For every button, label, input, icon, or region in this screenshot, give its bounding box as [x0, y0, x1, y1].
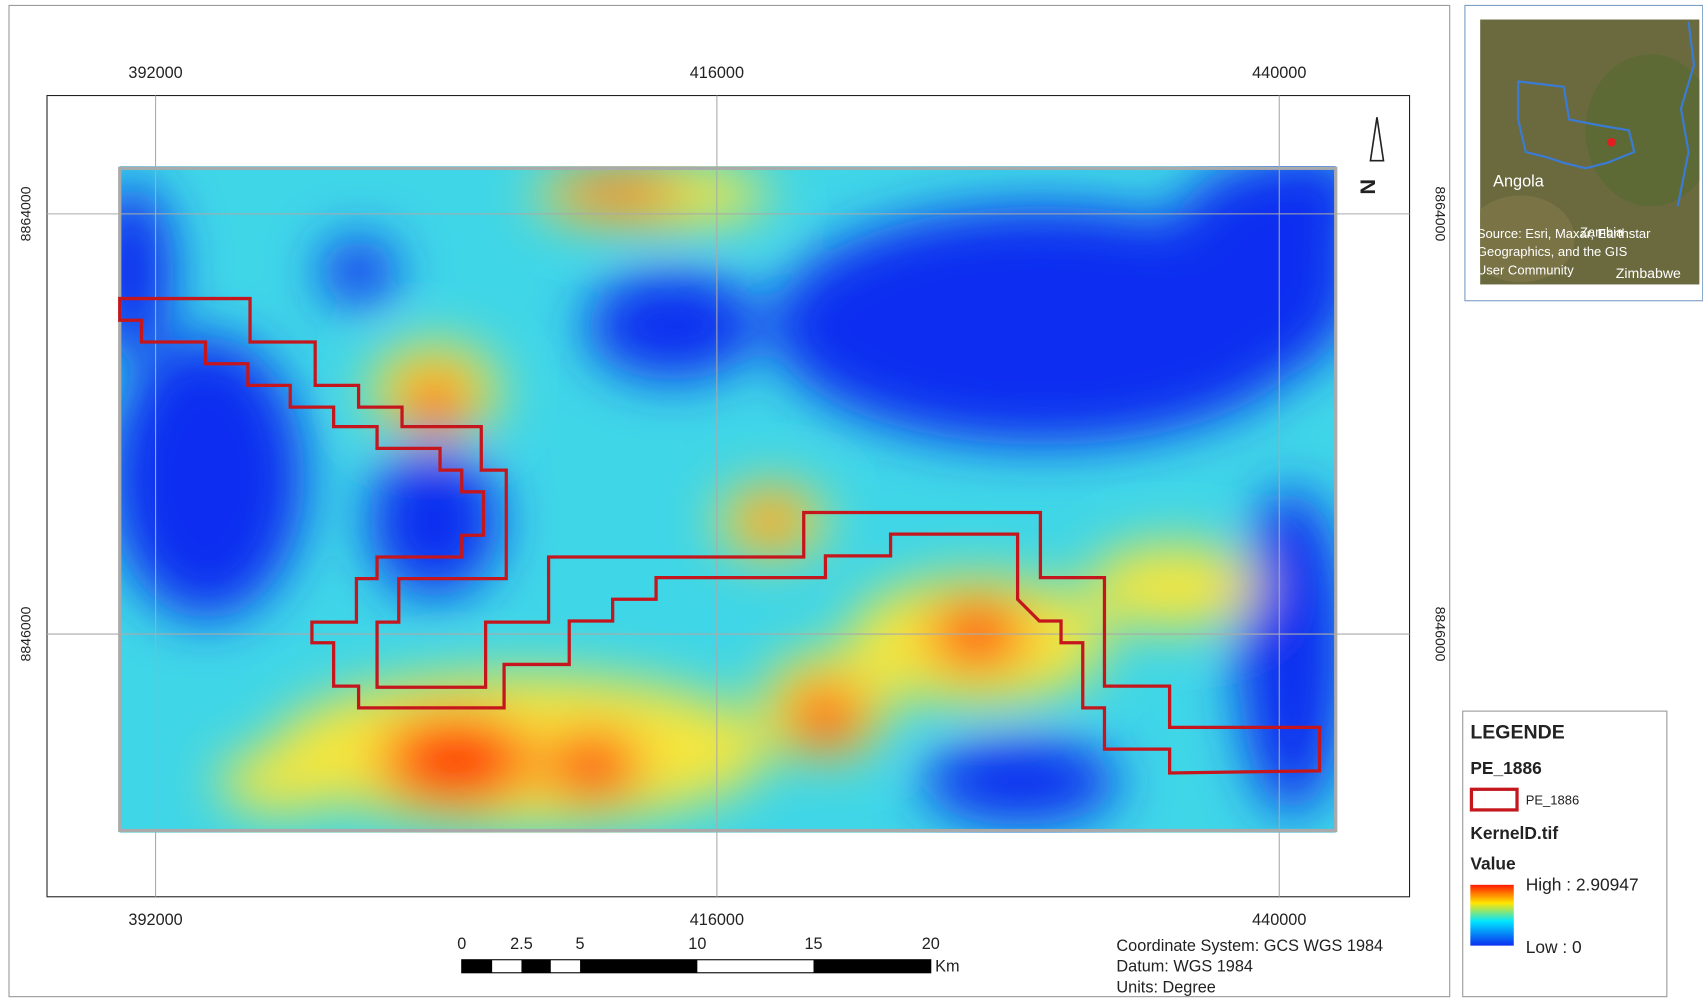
x-coord-label: 416000: [690, 911, 744, 929]
scale-unit: Km: [935, 958, 959, 976]
legend-high: High : 2.90947: [1526, 874, 1639, 894]
y-coord-label: 8864000: [18, 186, 34, 241]
inset-credit: User Community: [1477, 263, 1574, 278]
scale-label: 5: [576, 935, 585, 953]
x-coord-label: 392000: [128, 911, 182, 929]
inset-credit: Source: Esri, Maxar, Earthstar: [1477, 226, 1651, 241]
x-coord-label: 416000: [690, 64, 744, 82]
x-coord-label: 392000: [128, 64, 182, 82]
scale-label: 2.5: [510, 935, 533, 953]
y-coord-label: 8846000: [18, 606, 34, 661]
inset-label: Zimbabwe: [1616, 265, 1681, 281]
inset-map: Angola Zambia Zimbabwe Source: Esri, Max…: [1466, 20, 1703, 285]
scale-label: 10: [688, 935, 706, 953]
coordinate-info: Coordinate System: GCS WGS 1984: [1116, 937, 1383, 955]
legend-layer: PE_1886: [1470, 758, 1542, 778]
legend-item: PE_1886: [1526, 792, 1580, 807]
legend-layer: KernelD.tif: [1470, 823, 1558, 843]
coordinate-info: Units: Degree: [1116, 978, 1215, 996]
map-layout: 392000 416000 440000 392000 416000 44000…: [0, 0, 1703, 1001]
coordinate-info: Datum: WGS 1984: [1116, 958, 1253, 976]
inset-credit: Geographics, and the GIS: [1477, 244, 1628, 259]
north-label: N: [1355, 179, 1380, 195]
scale-label: 15: [804, 935, 822, 953]
page: 392000 416000 440000 392000 416000 44000…: [0, 0, 1703, 1001]
y-coord-label: 8864000: [1433, 186, 1449, 241]
legend-low: Low : 0: [1526, 937, 1582, 957]
legend-field: Value: [1470, 854, 1516, 874]
scale-label: 20: [922, 935, 940, 953]
kernel-density-raster: [87, 152, 1368, 833]
scale-label: 0: [457, 935, 466, 953]
x-coord-label: 440000: [1252, 911, 1306, 929]
y-coord-label: 8846000: [1433, 607, 1449, 662]
legend-ramp: [1470, 885, 1513, 946]
inset-label: Angola: [1493, 173, 1545, 191]
x-coord-label: 440000: [1252, 64, 1306, 82]
legend-title: LEGENDE: [1470, 721, 1564, 743]
